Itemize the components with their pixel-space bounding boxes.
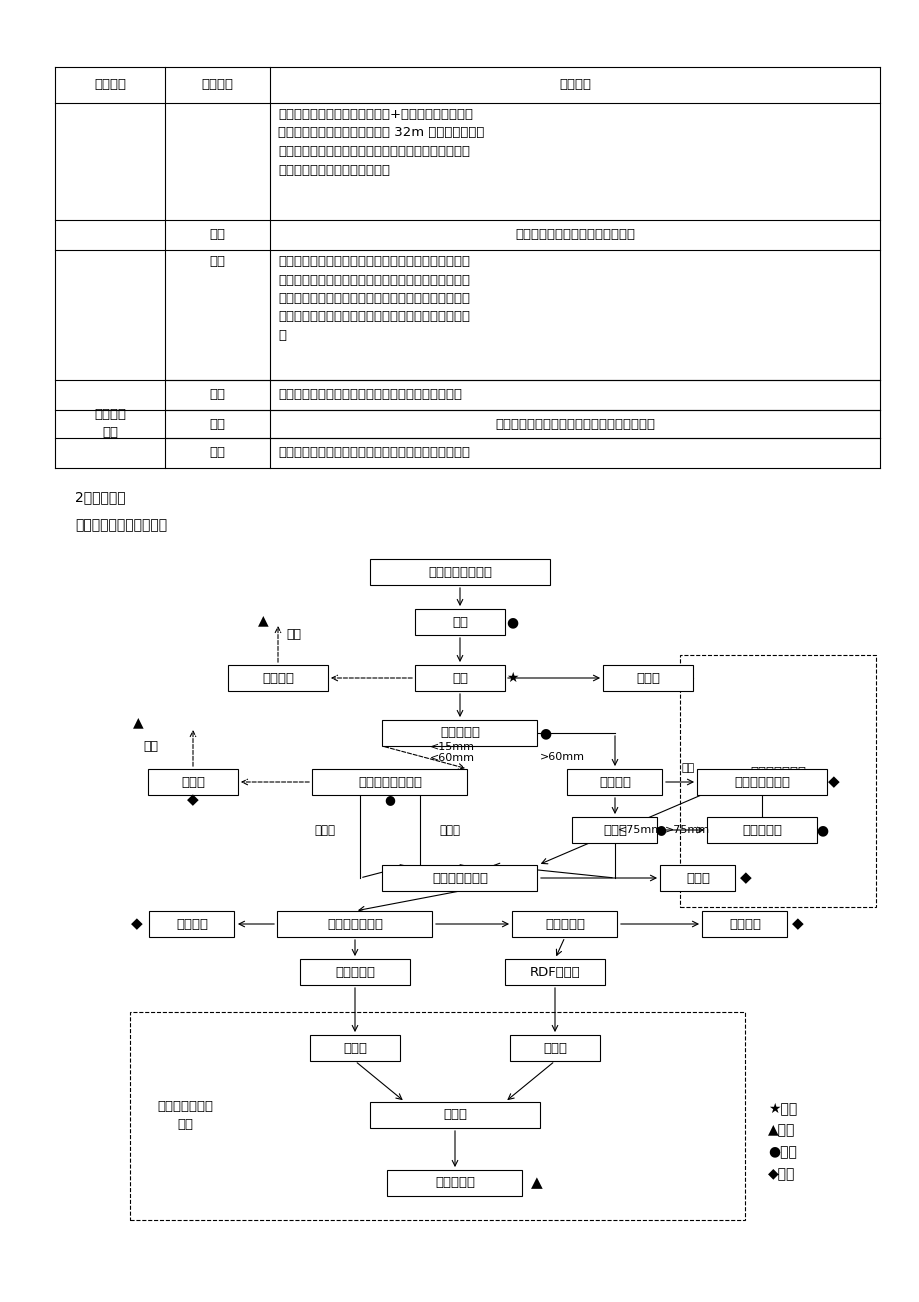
Text: <75mm: <75mm: [618, 825, 663, 835]
Text: 噪声: 噪声: [210, 418, 225, 431]
Text: 二次燃料送入分解炉处理；产生的惰性材料送入赤壁生
料磨处理；金属直接交物质回收部门回收，员工产生的
生活垃圾直接倒入垃圾接收池内；污水处理站产生的污
泥干化后综: 二次燃料送入分解炉处理；产生的惰性材料送入赤壁生 料磨处理；金属直接交物质回收部…: [278, 255, 470, 342]
Text: ●: ●: [505, 615, 517, 629]
Text: 水泥窑协同处理
部分: 水泥窑协同处理 部分: [749, 766, 805, 797]
Text: ●: ●: [655, 823, 665, 836]
Text: 人工挑选及除铁: 人工挑选及除铁: [432, 871, 487, 884]
Bar: [228, 665, 328, 691]
Text: 固废: 固废: [210, 255, 225, 268]
Text: 非铁金属: 非铁金属: [728, 918, 760, 931]
Text: 重物料: 重物料: [314, 823, 335, 836]
Text: 涡流分离器: 涡流分离器: [335, 966, 375, 979]
Bar: [697, 769, 826, 796]
Bar: [130, 1012, 744, 1220]
Text: 主要的生产工艺如下图：: 主要的生产工艺如下图：: [75, 518, 167, 533]
Text: 二次燃料燃烧废气由现有的水泥窑尾布袋除尘器处理: 二次燃料燃烧废气由现有的水泥窑尾布袋除尘器处理: [278, 388, 461, 401]
Bar: [602, 665, 692, 691]
Text: 2）生产工艺: 2）生产工艺: [75, 490, 126, 504]
Bar: [148, 769, 238, 796]
Text: 窑尾袋除尘: 窑尾袋除尘: [435, 1177, 474, 1190]
Text: 水泥窑协同处理
部分: 水泥窑协同处理 部分: [157, 1100, 213, 1131]
Bar: [312, 769, 467, 796]
Text: RDF存储区: RDF存储区: [529, 966, 580, 979]
Text: >75mm: >75mm: [664, 825, 709, 835]
Text: 人工挑选: 人工挑选: [598, 776, 630, 789]
Text: 渗滤液: 渗滤液: [635, 672, 659, 685]
Text: 分解炉: 分解炉: [542, 1042, 566, 1055]
Bar: [149, 911, 234, 937]
Text: 除尘器: 除尘器: [181, 776, 205, 789]
Text: 震动筛: 震动筛: [602, 823, 627, 836]
Text: ▲废气: ▲废气: [767, 1124, 795, 1137]
Text: 铁金属: 铁金属: [686, 871, 709, 884]
Text: 固废: 固废: [210, 447, 225, 460]
Text: 综合利用
单元: 综合利用 单元: [94, 409, 126, 440]
Bar: [509, 1035, 599, 1061]
Bar: [414, 609, 505, 635]
Bar: [679, 655, 875, 907]
Bar: [414, 665, 505, 691]
Text: 项目组成: 项目组成: [94, 78, 126, 91]
Text: ▲: ▲: [132, 715, 143, 729]
Text: 发酵过程产生的恶臭通过洗涤塔+生物滤池除臭系统处
理达标后通过顶层滤床顶盖上的 32m 高的玻璃钢排气
筒排放；原料筛选及重力分离产生的粉尘采用收尘效率
高、技: 发酵过程产生的恶臭通过洗涤塔+生物滤池除臭系统处 理达标后通过顶层滤床顶盖上的 …: [278, 108, 483, 177]
Text: 采用低噪声设备，基础减震等措施: 采用低噪声设备，基础减震等措施: [515, 228, 634, 241]
Bar: [660, 865, 734, 891]
Text: ◆: ◆: [739, 871, 751, 885]
Text: 建设内容: 建设内容: [559, 78, 590, 91]
Text: 生活垃圾进厂卸料: 生活垃圾进厂卸料: [427, 565, 492, 578]
Text: 回转窑: 回转窑: [443, 1108, 467, 1121]
Text: ★: ★: [505, 671, 517, 685]
Text: ◆: ◆: [131, 917, 142, 931]
Text: ◆: ◆: [187, 793, 199, 807]
Text: 噪声: 噪声: [210, 228, 225, 241]
Text: ◆: ◆: [827, 775, 839, 789]
Text: ●: ●: [384, 793, 395, 806]
Bar: [300, 960, 410, 986]
Text: ★废水: ★废水: [767, 1101, 797, 1115]
Text: <15mm
<60mm: <15mm <60mm: [429, 742, 474, 763]
Bar: [310, 1035, 400, 1061]
Text: 缓冲仓重力分选机: 缓冲仓重力分选机: [357, 776, 422, 789]
Bar: [505, 960, 605, 986]
Text: ▲: ▲: [257, 613, 268, 628]
Bar: [382, 720, 537, 746]
Text: 粉尘: 粉尘: [143, 741, 158, 754]
Text: >60mm: >60mm: [539, 753, 584, 763]
Bar: [567, 769, 662, 796]
Text: 生物过滤: 生物过滤: [262, 672, 294, 685]
Bar: [706, 816, 816, 842]
Text: 工程名称: 工程名称: [201, 78, 233, 91]
Text: 破碎: 破碎: [451, 616, 468, 629]
Text: 发酵: 发酵: [451, 672, 468, 685]
Text: 圆筒筛筛选: 圆筒筛筛选: [439, 727, 480, 740]
Text: 人工挑选及除铁: 人工挑选及除铁: [326, 918, 382, 931]
Text: ●: ●: [815, 823, 827, 837]
Text: 废气: 废气: [210, 388, 225, 401]
Bar: [369, 1101, 539, 1128]
Text: ▲: ▲: [530, 1176, 542, 1190]
Text: ◆: ◆: [791, 917, 803, 931]
Text: 轻物料: 轻物料: [439, 823, 460, 836]
Text: 生料磨: 生料磨: [343, 1042, 367, 1055]
Text: 主要为除尘器收集的粉尘，作为水泥原材料综合利用。: 主要为除尘器收集的粉尘，作为水泥原材料综合利用。: [278, 447, 470, 460]
Text: 涡流分离器: 涡流分离器: [544, 918, 584, 931]
Bar: [387, 1170, 522, 1197]
Text: ●噪声: ●噪声: [767, 1144, 796, 1159]
Bar: [369, 559, 550, 585]
Bar: [572, 816, 657, 842]
Bar: [278, 911, 432, 937]
Text: ●: ●: [539, 727, 550, 740]
Text: 非铁金属: 非铁金属: [176, 918, 208, 931]
Text: ◆废渣: ◆废渣: [767, 1167, 795, 1181]
Bar: [382, 865, 537, 891]
Text: 恶臭: 恶臭: [286, 628, 301, 641]
Text: 二次破碎机: 二次破碎机: [742, 823, 781, 836]
Text: 铁金属、电池等: 铁金属、电池等: [733, 776, 789, 789]
Text: 输送及提升采用低噪声设备，基础减震等措施: 输送及提升采用低噪声设备，基础减震等措施: [494, 418, 654, 431]
Bar: [702, 911, 787, 937]
Bar: [512, 911, 617, 937]
Text: 废石: 废石: [681, 763, 695, 773]
